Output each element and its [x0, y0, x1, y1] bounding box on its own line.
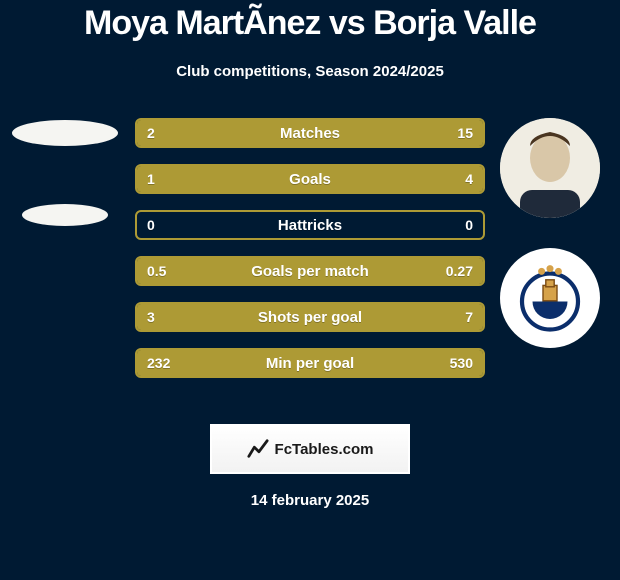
stat-label: Matches	[137, 125, 483, 142]
player-left-club-crest	[22, 204, 108, 226]
stat-value-left: 3	[137, 309, 165, 325]
player-left-avatar	[12, 120, 118, 146]
stat-value-right: 0	[455, 217, 483, 233]
stat-bars: Matches2 15 Goals1 4 Hattricks0 0 Goals per ma…	[135, 118, 485, 378]
stat-label: Goals	[137, 171, 483, 188]
stat-value-left: 1	[137, 171, 165, 187]
stat-row: Hattricks0 0	[135, 210, 485, 240]
stat-row: Goals per match0.5 0.27	[135, 256, 485, 286]
player-left-column	[0, 118, 130, 226]
avatar-placeholder-icon	[500, 118, 600, 218]
stat-value-right: 0.27	[436, 263, 483, 279]
player-right-avatar	[500, 118, 600, 218]
brand-badge[interactable]: FcTables.com	[210, 424, 410, 474]
stat-value-left: 0.5	[137, 263, 176, 279]
stat-label: Goals per match	[137, 263, 483, 280]
page-subtitle: Club competitions, Season 2024/2025	[176, 63, 444, 80]
stat-row: Goals1 4	[135, 164, 485, 194]
stat-value-right: 4	[455, 171, 483, 187]
page-title: Moya MartÃnez vs Borja Valle	[84, 4, 536, 43]
stat-row: Matches2 15	[135, 118, 485, 148]
stat-value-left: 0	[137, 217, 165, 233]
stat-label: Hattricks	[137, 217, 483, 234]
brand-text: FcTables.com	[275, 441, 374, 458]
player-right-club-crest	[500, 248, 600, 348]
stat-value-left: 2	[137, 125, 165, 141]
stat-row: Shots per goal3 7	[135, 302, 485, 332]
stat-label: Shots per goal	[137, 309, 483, 326]
player-right-column	[490, 118, 620, 348]
club-crest-icon	[515, 263, 585, 333]
brand-logo-icon	[247, 438, 269, 460]
comparison-chart: Matches2 15 Goals1 4 Hattricks0 0 Goals per ma…	[0, 118, 620, 386]
stat-value-left: 232	[137, 355, 180, 371]
stat-value-right: 7	[455, 309, 483, 325]
footer-date: 14 february 2025	[251, 492, 369, 509]
page: Moya MartÃnez vs Borja Valle Club compet…	[0, 0, 620, 580]
stat-value-right: 15	[447, 125, 483, 141]
stat-label: Min per goal	[137, 355, 483, 372]
stat-value-right: 530	[440, 355, 483, 371]
stat-row: Min per goal232 530	[135, 348, 485, 378]
